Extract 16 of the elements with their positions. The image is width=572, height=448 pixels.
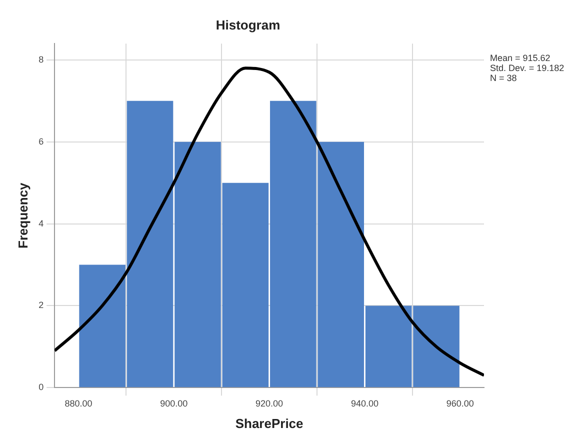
text: Std. Dev. = 19.182 xyxy=(490,62,564,73)
x-tick-label: 960.00 xyxy=(446,398,474,408)
y-tick-label: 8 xyxy=(38,54,44,64)
x-tick-label: 900.00 xyxy=(160,398,188,408)
chart-title: Histogram xyxy=(216,17,280,32)
y-tick-label: 0 xyxy=(38,382,44,392)
x-axis-title: SharePrice xyxy=(235,416,304,431)
x-tick-label: 920.00 xyxy=(256,398,284,408)
text: N = 38 xyxy=(490,72,517,83)
y-tick-label: 4 xyxy=(38,218,44,228)
y-tick-label: 2 xyxy=(38,300,44,310)
x-tick-label: 940.00 xyxy=(350,398,378,408)
x-tick-label: 880.00 xyxy=(64,398,92,408)
y-axis-title: Frequency xyxy=(15,182,30,248)
y-tick-label: 6 xyxy=(38,136,44,146)
text: Mean = 915.62 xyxy=(490,52,550,63)
